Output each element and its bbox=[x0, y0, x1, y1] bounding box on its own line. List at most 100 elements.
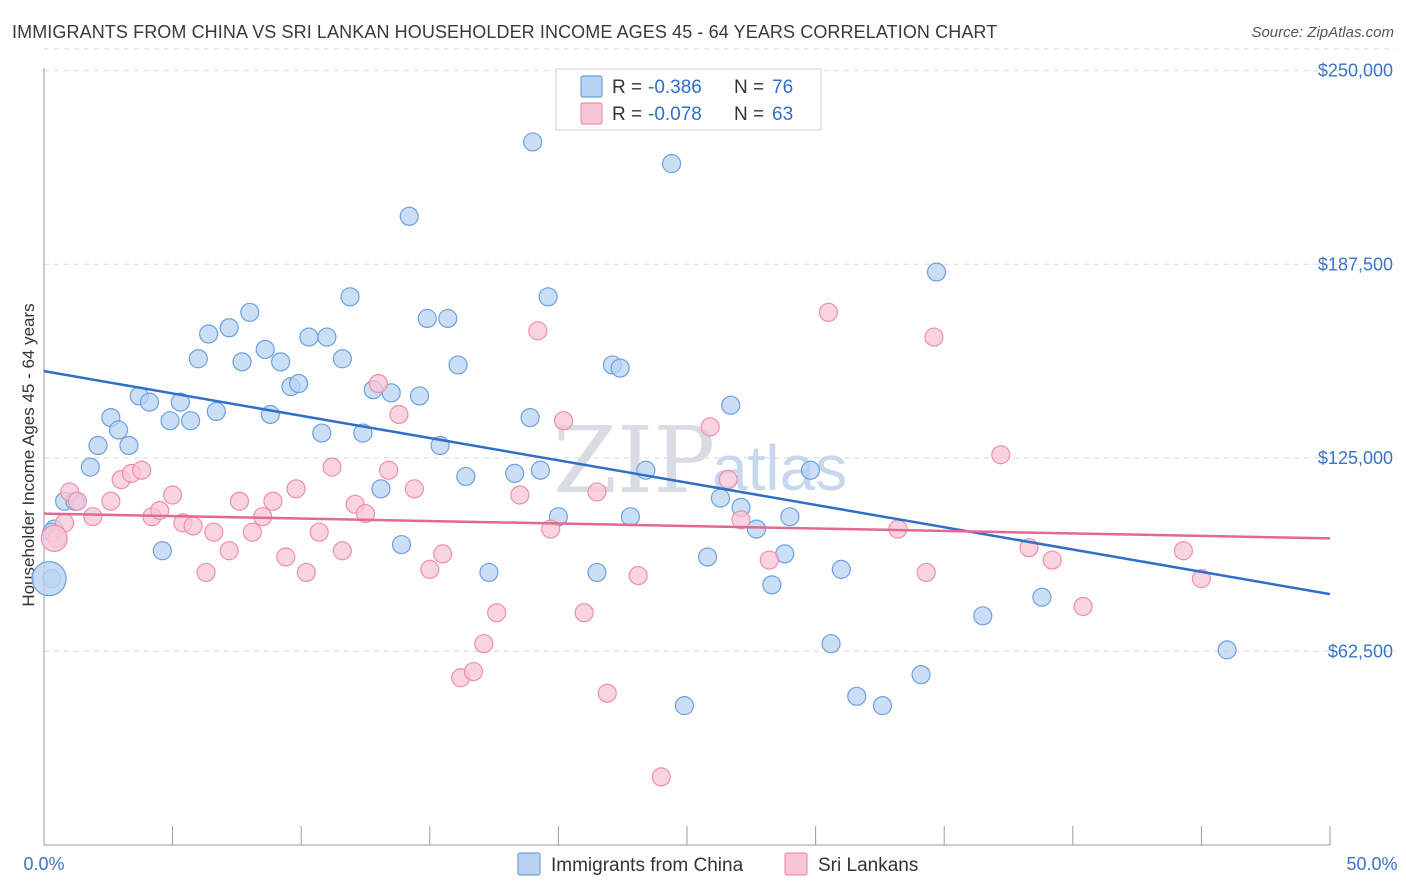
srilanka-point bbox=[991, 445, 1011, 465]
srilanka-point-large bbox=[40, 524, 68, 552]
srilanka-point bbox=[332, 541, 352, 561]
china-point bbox=[821, 634, 841, 654]
srilanka-point bbox=[433, 544, 453, 564]
china-point bbox=[240, 302, 260, 322]
china-trend-line bbox=[43, 369, 1331, 596]
china-point bbox=[530, 460, 550, 480]
srilanka-point bbox=[474, 634, 494, 654]
china-point bbox=[199, 324, 219, 344]
srilanka-point bbox=[163, 485, 183, 505]
china-point bbox=[139, 392, 160, 412]
china-point bbox=[332, 349, 352, 369]
china-point bbox=[587, 562, 607, 583]
china-point bbox=[340, 287, 360, 307]
y-tick-label: $62,500 bbox=[1328, 641, 1393, 661]
srilanka-point bbox=[1073, 596, 1093, 617]
watermark-atlas: atlas bbox=[712, 432, 847, 504]
china-point bbox=[448, 355, 468, 375]
china-point bbox=[399, 206, 419, 226]
legend-n-value-srilanka: 63 bbox=[772, 104, 793, 125]
china-point bbox=[160, 411, 180, 431]
legend-r-label-srilanka: R = bbox=[612, 104, 642, 125]
srilanka-point bbox=[355, 504, 376, 524]
srilanka-point bbox=[420, 559, 440, 579]
srilanka-point bbox=[759, 550, 779, 570]
legend-n-value-china: 76 bbox=[772, 77, 793, 98]
srilanka-point bbox=[242, 522, 262, 542]
srilanka-point bbox=[379, 460, 399, 480]
china-point bbox=[371, 479, 391, 499]
series-china-points bbox=[31, 132, 1237, 716]
china-point bbox=[108, 420, 129, 440]
china-point-large bbox=[31, 561, 67, 597]
china-point bbox=[88, 435, 108, 456]
china-point bbox=[232, 352, 252, 372]
trend-lines bbox=[43, 369, 1331, 596]
srilanka-point bbox=[528, 321, 548, 341]
china-point bbox=[746, 519, 767, 539]
china-point bbox=[312, 423, 332, 443]
china-point bbox=[911, 665, 931, 685]
china-point bbox=[417, 308, 437, 329]
bottom-legend-label-srilanka: Sri Lankans bbox=[818, 855, 918, 876]
srilanka-point bbox=[101, 491, 121, 511]
china-point bbox=[188, 349, 208, 369]
srilanka-point bbox=[924, 327, 944, 347]
source-label: Source: ZipAtlas.com bbox=[1251, 24, 1394, 41]
srilanka-point bbox=[219, 541, 239, 561]
china-point bbox=[317, 327, 337, 347]
china-point bbox=[620, 507, 641, 527]
watermark-zip: ZIP bbox=[553, 407, 715, 514]
y-tick-label: $125,000 bbox=[1318, 448, 1393, 468]
legend-n-label-china: N = bbox=[734, 77, 764, 98]
china-point bbox=[255, 339, 275, 360]
china-point bbox=[661, 154, 682, 174]
srilanka-point bbox=[731, 510, 751, 530]
china-point bbox=[381, 383, 401, 403]
srilanka-point bbox=[700, 417, 720, 437]
china-point bbox=[1032, 587, 1052, 607]
srilanka-point bbox=[553, 411, 574, 431]
srilanka-point bbox=[1042, 550, 1062, 570]
srilanka-point bbox=[67, 491, 88, 511]
correlation-legend: R = -0.386 N = 76 R = -0.078 N = 63 bbox=[555, 68, 822, 131]
srilanka-point bbox=[1173, 541, 1193, 561]
x-axis-ticks bbox=[43, 826, 1331, 845]
srilanka-point bbox=[916, 562, 936, 583]
legend-n-label-srilanka: N = bbox=[734, 104, 764, 125]
legend-r-label-china: R = bbox=[612, 77, 642, 98]
china-point bbox=[762, 575, 782, 595]
china-point bbox=[353, 423, 373, 443]
china-point bbox=[780, 507, 800, 527]
china-point bbox=[831, 559, 851, 579]
x-tick-label-min: 0.0% bbox=[23, 854, 64, 874]
legend-swatch-srilanka bbox=[580, 102, 603, 125]
srilanka-point bbox=[322, 457, 342, 477]
srilanka-point bbox=[718, 469, 738, 490]
srilanka-point bbox=[574, 603, 594, 623]
srilanka-point bbox=[818, 302, 839, 322]
bottom-legend-label-china: Immigrants from China bbox=[551, 855, 744, 876]
china-point bbox=[80, 457, 100, 477]
china-point bbox=[926, 262, 947, 282]
china-point bbox=[505, 463, 525, 483]
china-point bbox=[1217, 640, 1237, 660]
srilanka-point bbox=[83, 507, 103, 527]
srilanka-point bbox=[229, 491, 250, 511]
legend-r-value-china: -0.386 bbox=[648, 77, 702, 98]
china-point bbox=[710, 488, 731, 508]
srilanka-point bbox=[368, 373, 388, 394]
y-tick-label: $187,500 bbox=[1318, 254, 1393, 274]
china-point bbox=[610, 358, 630, 378]
bottom-legend-swatch-china bbox=[517, 852, 541, 876]
china-point bbox=[206, 401, 226, 421]
srilanka-point bbox=[487, 603, 507, 623]
china-point bbox=[800, 460, 821, 480]
china-point bbox=[479, 562, 499, 583]
srilanka-point bbox=[296, 562, 316, 583]
chart-title: IMMIGRANTS FROM CHINA VS SRI LANKAN HOUS… bbox=[12, 22, 998, 42]
gridlines bbox=[44, 48, 1395, 652]
china-point bbox=[520, 407, 540, 428]
china-point bbox=[152, 541, 172, 561]
